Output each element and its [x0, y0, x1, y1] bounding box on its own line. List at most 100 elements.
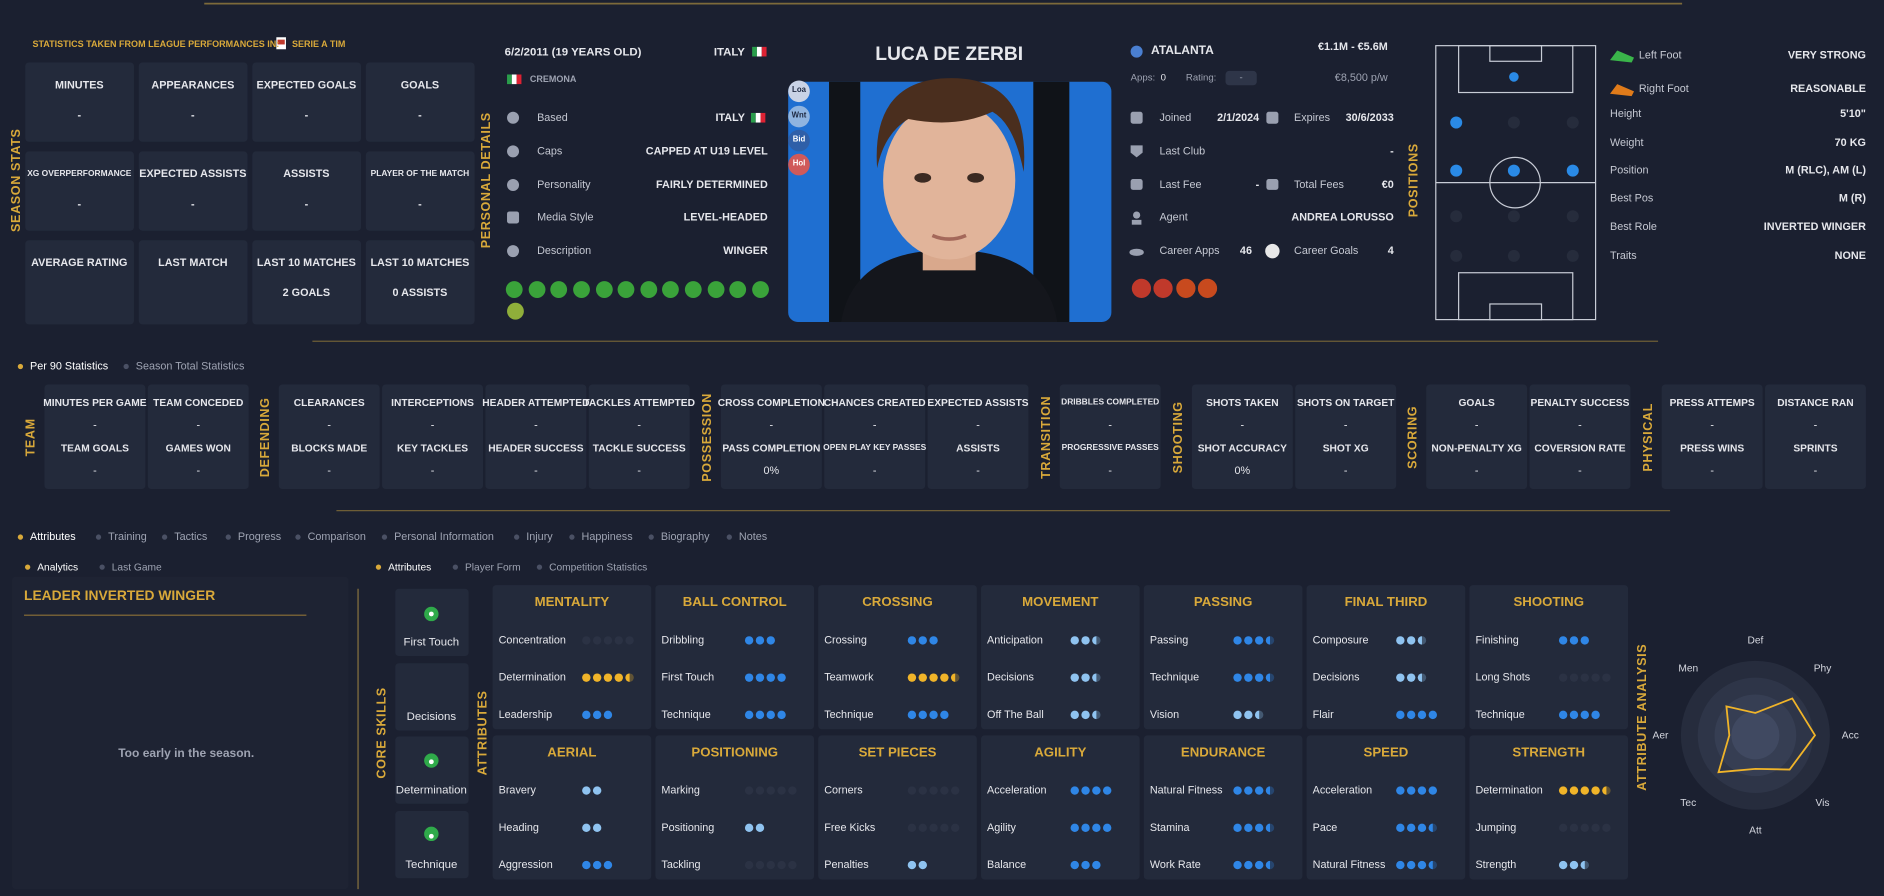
tab[interactable]: Competition Statistics: [549, 560, 648, 573]
tab[interactable]: Training: [108, 530, 147, 543]
dot: [1406, 786, 1416, 795]
stat-value: -: [430, 418, 435, 431]
half-dot: [1254, 710, 1260, 720]
tab[interactable]: Progress: [237, 530, 282, 543]
half-dot: [1092, 710, 1097, 720]
label: Decisions: [1312, 671, 1360, 684]
rating: [907, 636, 938, 645]
stat-label: NON-PENALTY XG: [1431, 441, 1522, 454]
half-dot: [1265, 636, 1270, 645]
radar-rings: [1680, 660, 1830, 810]
tab-dot: [536, 564, 543, 570]
stat-label: ASSISTS: [283, 167, 330, 180]
panel: [655, 735, 815, 880]
panel: [720, 384, 822, 490]
group-title: BALL CONTROL: [682, 595, 787, 610]
dot: [1558, 860, 1568, 870]
panel: [278, 384, 380, 490]
tab[interactable]: Season Total Statistics: [135, 359, 245, 372]
rating: [1396, 636, 1427, 645]
tab[interactable]: Attributes: [388, 560, 432, 573]
dot: [1406, 860, 1416, 870]
label: Total Fees: [1294, 178, 1344, 191]
empty-dot: [592, 636, 602, 645]
stat-value: -: [418, 108, 422, 121]
dot: [744, 823, 754, 833]
rating: [582, 823, 602, 833]
half-dot: [1092, 673, 1097, 682]
tab[interactable]: Personal Information: [394, 530, 494, 543]
label: Apps:: [1130, 72, 1156, 83]
label: Jumping: [1475, 821, 1517, 834]
dot: [1396, 673, 1405, 682]
panel: [252, 240, 362, 325]
tab-dot: [381, 534, 388, 540]
panel: [1306, 585, 1466, 730]
section-title: ATTRIBUTE ANALYSIS: [1634, 643, 1650, 791]
half-dot: [1428, 860, 1433, 870]
tab[interactable]: Injury: [526, 530, 553, 543]
rating: [582, 710, 613, 720]
stat-value: -: [534, 464, 538, 477]
dot: [929, 710, 938, 720]
tab[interactable]: Tactics: [174, 530, 208, 543]
stat-value: -: [976, 464, 980, 477]
label: Technique: [661, 708, 711, 721]
tab[interactable]: Player Form: [464, 560, 521, 573]
stat-label: PRESS WINS: [1680, 441, 1745, 454]
status-badge[interactable]: Bid: [792, 135, 806, 144]
status-badge[interactable]: Loa: [792, 86, 806, 95]
stat-value: -: [1710, 418, 1714, 431]
empty-dot: [940, 823, 949, 833]
tab[interactable]: Per 90 Statistics: [30, 359, 109, 372]
label: M (R): [1838, 191, 1866, 204]
label: €0: [1381, 178, 1394, 191]
tab[interactable]: Last Game: [111, 560, 162, 573]
label: ITALY: [713, 45, 745, 60]
group-title: ENDURANCE: [1180, 745, 1266, 760]
empty-dot: [1580, 673, 1589, 682]
flags: [507, 46, 767, 123]
dot: [1070, 710, 1079, 720]
dot: [1081, 673, 1090, 682]
label: Left Foot: [1638, 48, 1682, 61]
status-badge[interactable]: Hol: [792, 159, 806, 168]
stat-label: LAST MATCH: [158, 256, 228, 269]
tab[interactable]: Biography: [660, 530, 710, 543]
rating: [1396, 860, 1437, 870]
stat-label: MINUTES: [54, 78, 104, 91]
stat-label: APPEARANCES: [151, 78, 235, 91]
panel: [44, 384, 146, 490]
tab[interactable]: Analytics: [37, 560, 79, 573]
dot: [918, 710, 927, 720]
panel: [1469, 585, 1629, 730]
section-title: SCORING: [1405, 405, 1420, 469]
stat-label: PASS COMPLETION: [722, 441, 821, 454]
label: Agility: [987, 821, 1016, 834]
group-title: SET PIECES: [858, 745, 937, 760]
label: REASONABLE: [1790, 82, 1866, 95]
half-dot: [1265, 786, 1270, 795]
tab[interactable]: Happiness: [581, 530, 633, 543]
half-dot: [1265, 860, 1270, 870]
dot: [744, 710, 754, 720]
rating: [1233, 860, 1275, 870]
tab[interactable]: Notes: [738, 530, 768, 543]
tab[interactable]: Attributes: [30, 530, 76, 543]
stat-value: -: [93, 418, 97, 431]
dot: [592, 710, 602, 720]
tab[interactable]: Comparison: [307, 530, 366, 543]
empty-dot: [744, 860, 754, 870]
axis-label: Vis: [1815, 796, 1830, 809]
dot: [603, 710, 613, 720]
stat-label: MINUTES PER GAME: [43, 396, 147, 409]
panel: [1306, 735, 1466, 880]
status-badge[interactable]: Wnt: [791, 111, 807, 120]
empty-dot: [788, 786, 797, 795]
axis-label: Att: [1749, 823, 1762, 836]
stat-label: SHOTS TAKEN: [1206, 396, 1279, 409]
label: Determination: [498, 671, 566, 684]
section-title: TRANSITION: [1038, 395, 1054, 479]
panel: [138, 240, 248, 325]
label: Caps: [537, 144, 563, 157]
